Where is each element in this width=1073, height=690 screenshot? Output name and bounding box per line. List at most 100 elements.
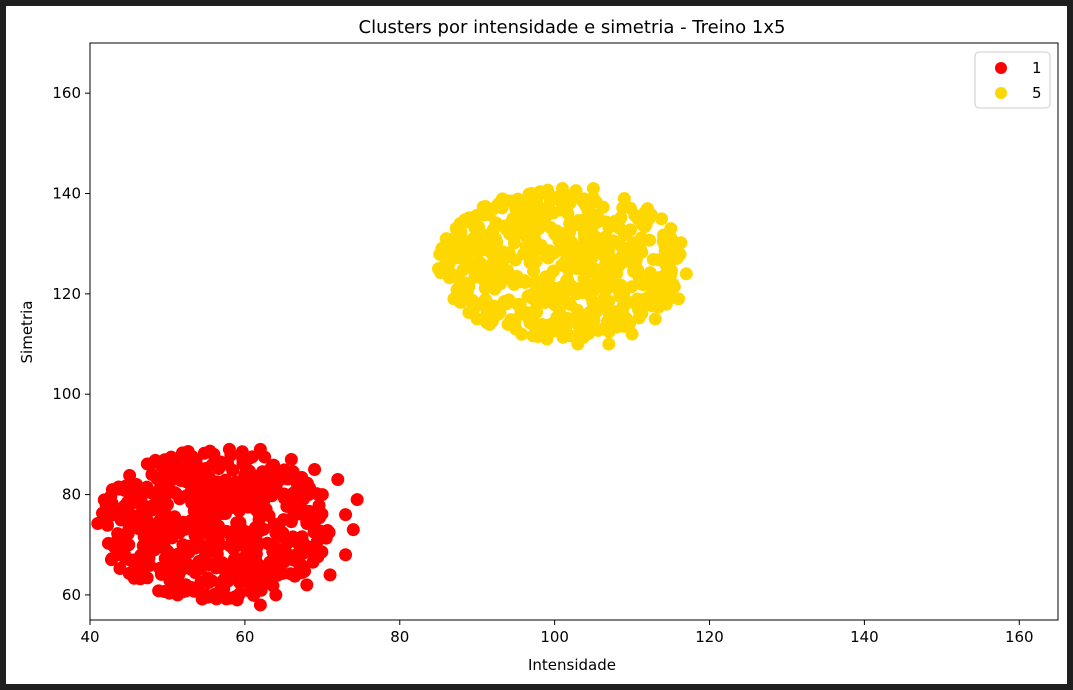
data-point bbox=[233, 576, 247, 590]
data-point bbox=[137, 503, 151, 517]
data-point bbox=[163, 461, 177, 475]
data-point bbox=[150, 534, 164, 548]
data-point bbox=[99, 507, 113, 521]
data-point bbox=[510, 269, 524, 283]
data-point bbox=[128, 511, 142, 525]
data-point bbox=[598, 301, 612, 315]
data-point bbox=[104, 489, 118, 503]
y-tick-label: 60 bbox=[62, 586, 81, 604]
data-point bbox=[150, 502, 164, 516]
data-point bbox=[599, 215, 613, 229]
data-point bbox=[189, 454, 203, 468]
data-point bbox=[613, 289, 627, 303]
data-point bbox=[205, 539, 219, 553]
data-point bbox=[655, 212, 669, 226]
data-point bbox=[278, 548, 292, 562]
data-point bbox=[602, 325, 616, 339]
data-point bbox=[604, 273, 618, 287]
data-point bbox=[542, 246, 556, 260]
data-point bbox=[628, 247, 642, 261]
data-point bbox=[101, 518, 115, 532]
data-point bbox=[622, 317, 636, 331]
data-point bbox=[504, 313, 518, 327]
data-point bbox=[184, 580, 198, 594]
data-point bbox=[614, 211, 628, 225]
data-point bbox=[561, 273, 575, 287]
data-point bbox=[315, 545, 329, 559]
data-point bbox=[205, 574, 219, 588]
data-point bbox=[505, 194, 519, 208]
data-point bbox=[253, 598, 267, 612]
data-point bbox=[186, 539, 200, 553]
data-point bbox=[331, 473, 345, 487]
data-point bbox=[249, 520, 263, 534]
data-point bbox=[523, 316, 537, 330]
x-tick-label: 140 bbox=[850, 628, 879, 646]
data-point bbox=[530, 295, 544, 309]
x-tick-label: 100 bbox=[540, 628, 569, 646]
data-point bbox=[177, 462, 191, 476]
data-point bbox=[516, 222, 530, 236]
data-point bbox=[482, 244, 496, 258]
data-point bbox=[308, 462, 322, 476]
data-point bbox=[288, 534, 302, 548]
data-point bbox=[226, 495, 240, 509]
data-point bbox=[646, 299, 660, 313]
data-point bbox=[468, 221, 482, 235]
data-point bbox=[129, 556, 143, 570]
data-point bbox=[635, 306, 649, 320]
data-point bbox=[525, 203, 539, 217]
y-tick-label: 140 bbox=[52, 185, 81, 203]
legend: 15 bbox=[974, 51, 1051, 109]
y-axis: 60 80 100 120 140 160 bbox=[52, 84, 90, 604]
data-point bbox=[293, 506, 307, 520]
data-point bbox=[673, 236, 687, 250]
data-point bbox=[350, 493, 364, 507]
data-point bbox=[200, 517, 214, 531]
data-point bbox=[315, 507, 329, 521]
chart-figure: Clusters por intensidade e simetria - Tr… bbox=[6, 6, 1067, 684]
data-point bbox=[306, 555, 320, 569]
data-point bbox=[585, 250, 599, 264]
data-point bbox=[265, 568, 279, 582]
x-tick-label: 60 bbox=[235, 628, 254, 646]
data-point bbox=[307, 525, 321, 539]
data-point bbox=[105, 552, 119, 566]
data-point bbox=[644, 208, 658, 222]
data-point bbox=[616, 300, 630, 314]
data-point bbox=[168, 510, 182, 524]
y-axis-label: Simetria bbox=[18, 301, 36, 364]
legend-marker bbox=[995, 62, 1007, 74]
data-point bbox=[480, 273, 494, 287]
data-point bbox=[236, 457, 250, 471]
data-point bbox=[454, 295, 468, 309]
data-point bbox=[578, 198, 592, 212]
data-point bbox=[528, 241, 542, 255]
data-point bbox=[277, 487, 291, 501]
series-5 bbox=[431, 182, 693, 351]
x-tick-label: 40 bbox=[80, 628, 99, 646]
chart-title: Clusters por intensidade e simetria - Tr… bbox=[359, 17, 786, 38]
data-point bbox=[284, 452, 298, 466]
data-point bbox=[131, 569, 145, 583]
data-point bbox=[240, 480, 254, 494]
data-point bbox=[192, 554, 206, 568]
data-point bbox=[458, 247, 472, 261]
data-point bbox=[158, 489, 172, 503]
data-point bbox=[615, 239, 629, 253]
data-point bbox=[493, 248, 507, 262]
data-point bbox=[582, 323, 596, 337]
data-point bbox=[172, 557, 186, 571]
data-point bbox=[158, 551, 172, 565]
data-point bbox=[181, 444, 195, 458]
data-point bbox=[243, 531, 257, 545]
data-point bbox=[649, 280, 663, 294]
data-point bbox=[568, 187, 582, 201]
data-point bbox=[462, 211, 476, 225]
data-point bbox=[247, 588, 261, 602]
x-axis: 40 60 80 100 120 140 160 bbox=[80, 620, 1034, 646]
y-tick-label: 120 bbox=[52, 285, 81, 303]
data-point bbox=[184, 484, 198, 498]
data-point bbox=[462, 279, 476, 293]
data-point bbox=[614, 251, 628, 265]
